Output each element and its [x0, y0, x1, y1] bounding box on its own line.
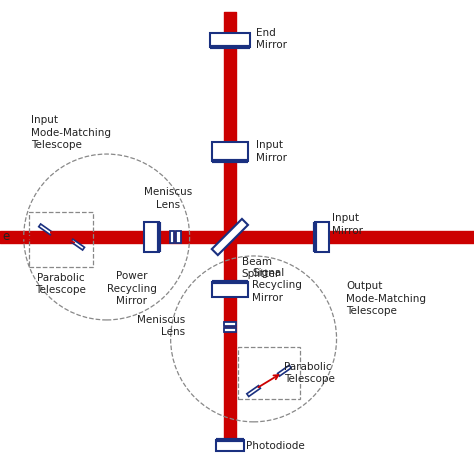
Text: Beam
Splitter: Beam Splitter: [242, 257, 280, 279]
Text: Input
Mode-Matching
Telescope: Input Mode-Matching Telescope: [31, 115, 111, 150]
Polygon shape: [210, 33, 250, 47]
Polygon shape: [170, 231, 174, 243]
Polygon shape: [247, 386, 260, 396]
Polygon shape: [216, 440, 244, 451]
Text: e: e: [2, 230, 9, 244]
Text: Input
Mirror: Input Mirror: [256, 140, 287, 163]
Polygon shape: [212, 142, 247, 161]
Polygon shape: [39, 224, 52, 235]
Polygon shape: [144, 222, 159, 252]
Polygon shape: [71, 239, 84, 250]
Polygon shape: [224, 328, 236, 332]
Text: Meniscus
Lens: Meniscus Lens: [137, 315, 185, 337]
Text: Parabolic
Telescope: Parabolic Telescope: [35, 273, 86, 295]
Text: End
Mirror: End Mirror: [256, 27, 287, 50]
Bar: [238, 347, 300, 399]
Polygon shape: [212, 282, 247, 297]
Polygon shape: [315, 222, 329, 252]
Text: Signal
Recycling
Mirror: Signal Recycling Mirror: [252, 268, 302, 303]
Text: Parabolic
Telescope: Parabolic Telescope: [284, 362, 335, 384]
Text: Input
Mirror: Input Mirror: [332, 213, 363, 236]
Text: Photodiode: Photodiode: [246, 440, 305, 451]
Polygon shape: [176, 231, 181, 243]
Text: Meniscus
Lens: Meniscus Lens: [144, 187, 192, 210]
Text: Power
Recycling
Mirror: Power Recycling Mirror: [107, 271, 157, 306]
Bar: [28, 212, 92, 266]
Polygon shape: [224, 322, 236, 326]
Polygon shape: [278, 365, 291, 376]
Text: Output
Mode-Matching
Telescope: Output Mode-Matching Telescope: [346, 281, 426, 316]
Polygon shape: [212, 219, 248, 255]
